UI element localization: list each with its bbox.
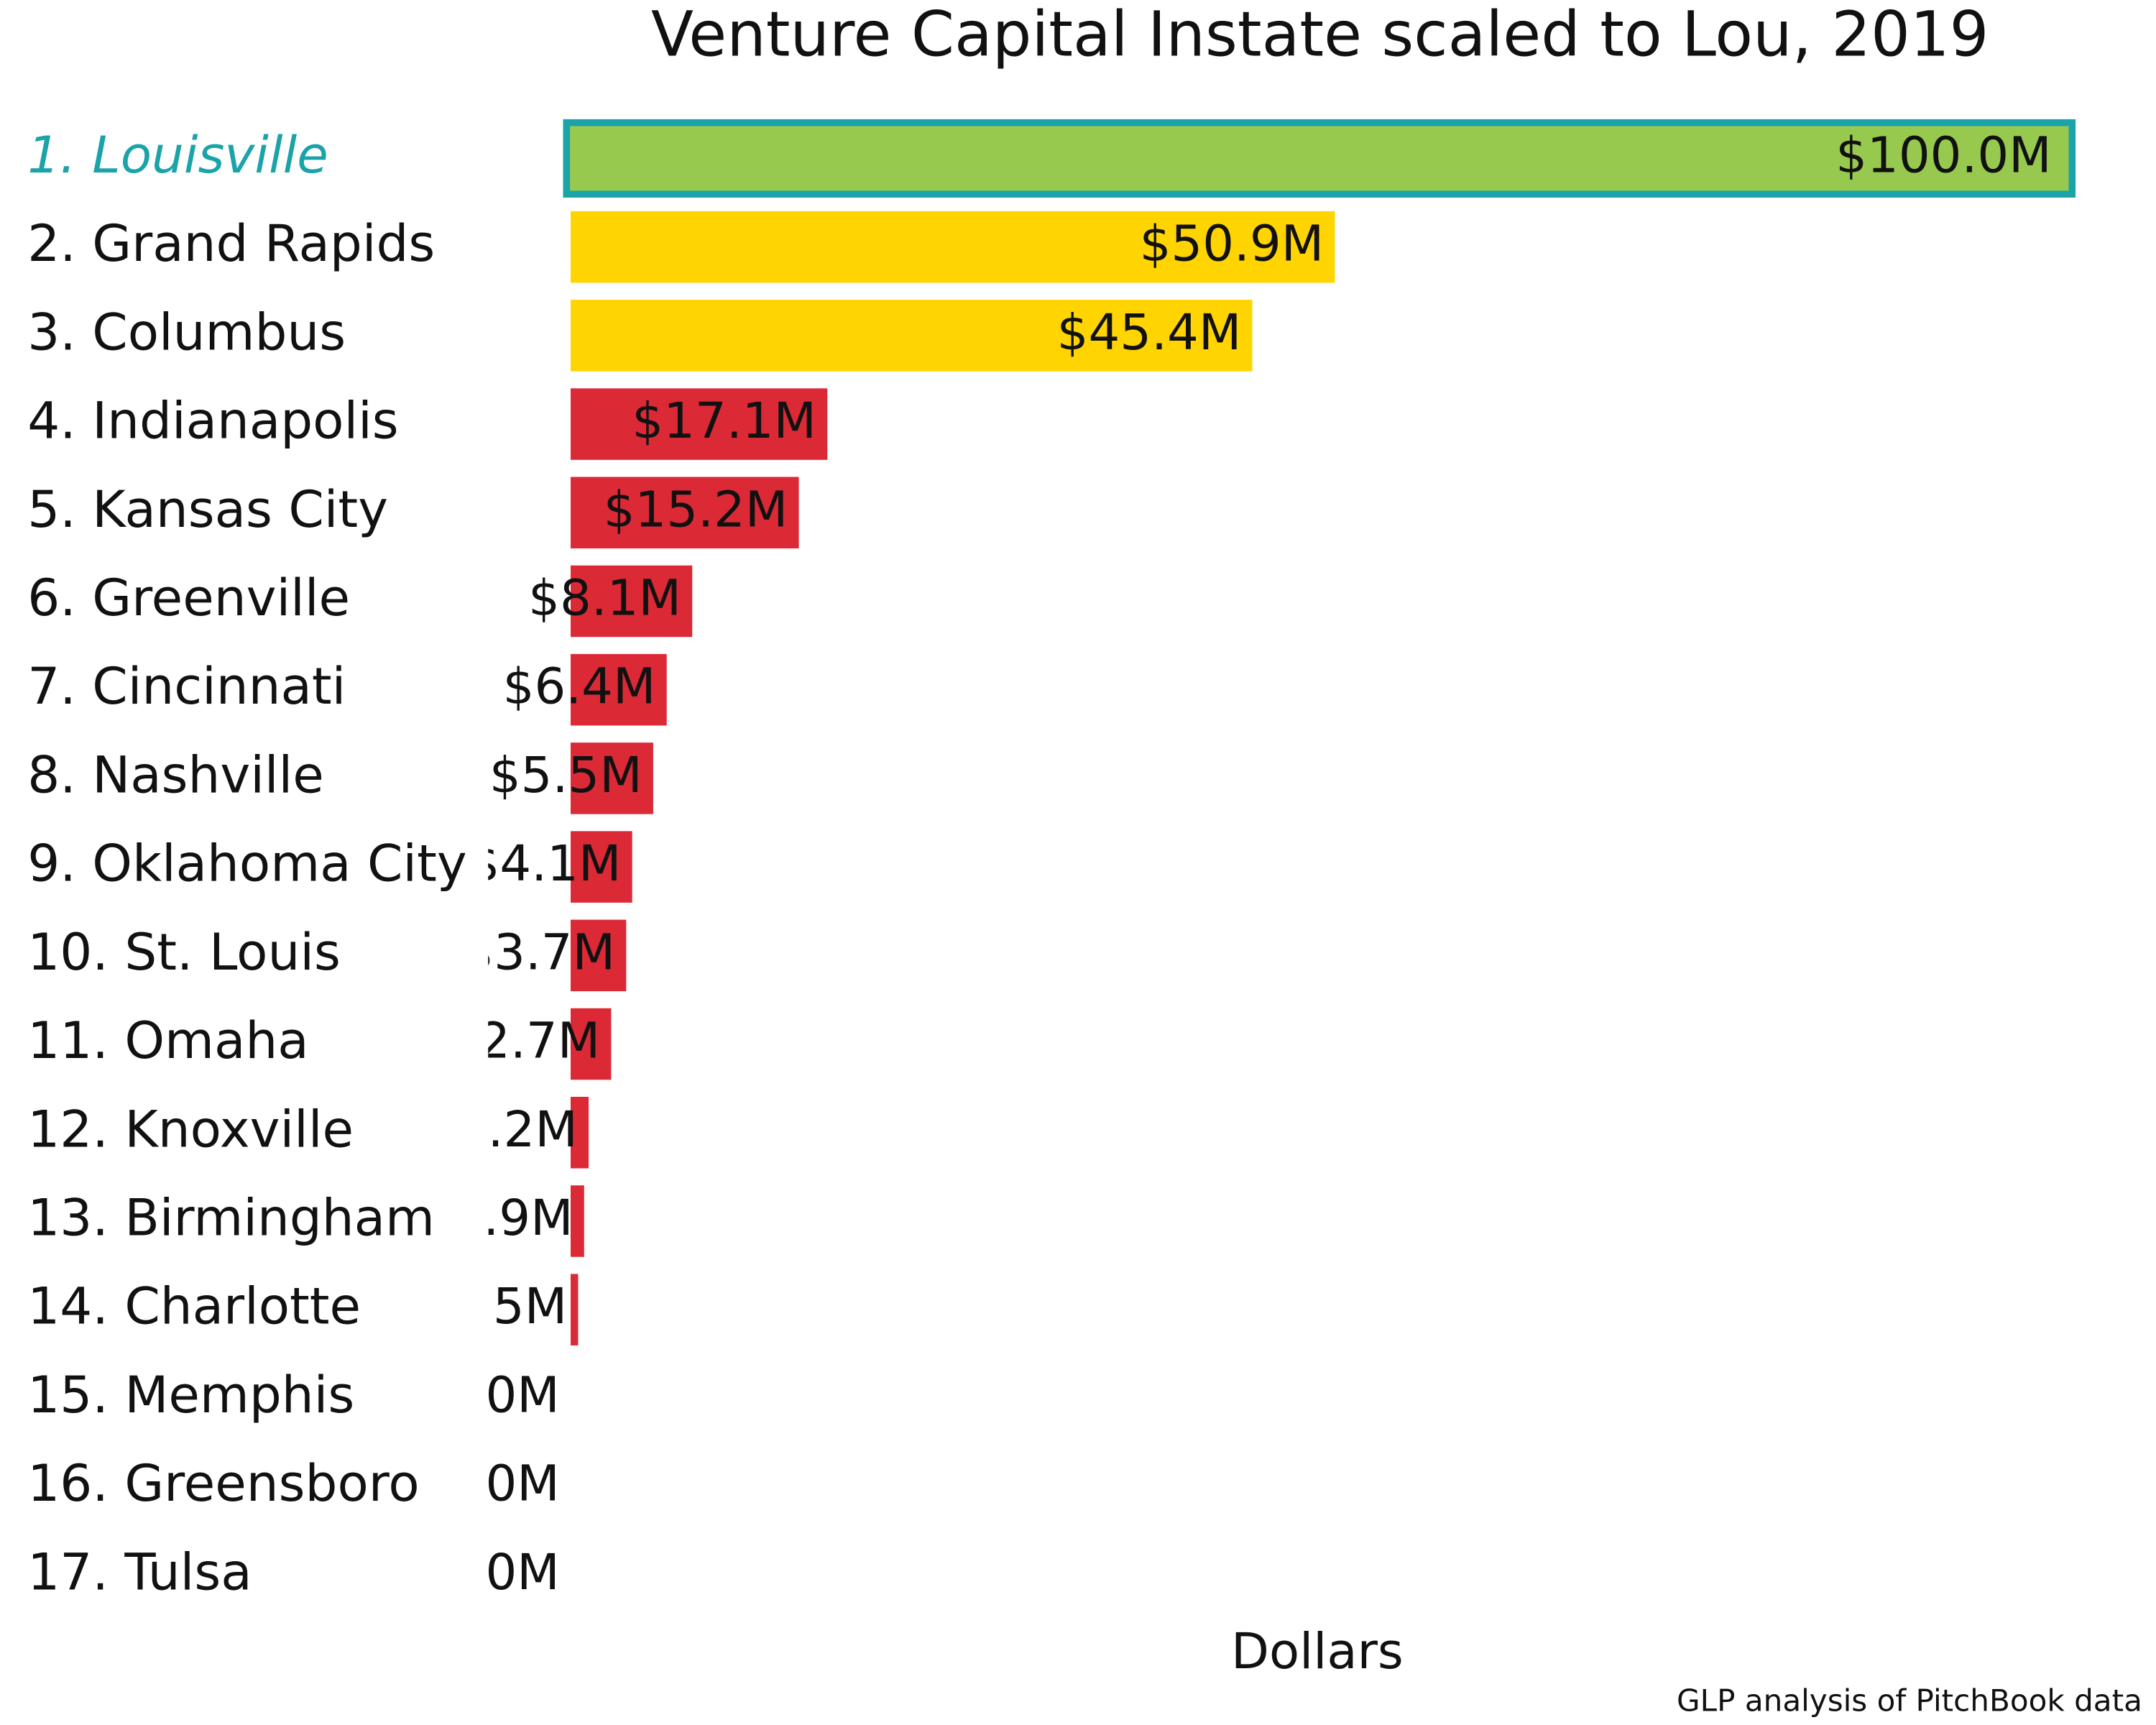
bar xyxy=(571,1185,584,1257)
value-label: $45.4M xyxy=(1057,304,1242,362)
category-label: 13. Birmingham xyxy=(27,1188,435,1248)
value-label: $0.0M xyxy=(407,1366,560,1424)
category-label: 8. Nashville xyxy=(27,745,324,804)
value-labels: $100.0M $50.9M $45.4M $17.1M $15.2M $8.1M $6.4… xyxy=(407,126,2051,1601)
category-label: 16. Greensboro xyxy=(27,1453,419,1513)
bar xyxy=(571,1274,579,1346)
bar xyxy=(571,831,632,903)
category-label: 5. Kansas City xyxy=(27,479,388,539)
value-label: $6.4M xyxy=(503,658,656,716)
category-label: 14. Charlotte xyxy=(27,1276,361,1336)
bar xyxy=(571,1008,612,1080)
category-label: 9. Oklahoma City xyxy=(27,834,466,893)
category-label: 1. Louisville xyxy=(27,125,328,185)
value-label: $15.2M xyxy=(604,481,788,538)
bar xyxy=(571,919,627,992)
value-label: $50.9M xyxy=(1140,216,1325,273)
value-label: $17.1M xyxy=(632,392,816,450)
source-note: GLP analysis of PitchBook data xyxy=(1677,1683,2142,1719)
category-label: 10. St. Louis xyxy=(27,922,341,982)
bar xyxy=(571,388,828,460)
value-label: $2.7M xyxy=(447,1013,600,1070)
value-label: $100.0M xyxy=(1835,126,2051,184)
bar xyxy=(571,565,693,638)
value-label: $4.1M xyxy=(469,835,622,893)
bars xyxy=(563,119,2076,1346)
value-label: $5.5M xyxy=(489,747,642,804)
chart-title: Venture Capital Instate scaled to Lou, 2… xyxy=(651,0,1989,70)
category-label: 15. Memphis xyxy=(27,1365,354,1425)
bar xyxy=(571,477,799,549)
value-label: $0.5M xyxy=(414,1278,567,1335)
value-label: $0.9M xyxy=(420,1190,573,1247)
bar xyxy=(571,1097,589,1169)
category-label: 17. Tulsa xyxy=(27,1542,252,1601)
bar xyxy=(571,211,1335,283)
category-label: 12. Knoxville xyxy=(27,1099,354,1159)
category-label: 6. Greenville xyxy=(27,568,350,627)
bar xyxy=(571,653,667,726)
value-label: $0.0M xyxy=(407,1455,560,1513)
category-label: 7. Cincinnati xyxy=(27,656,346,716)
value-label: $1.2M xyxy=(425,1101,578,1159)
x-axis-label: Dollars xyxy=(1231,1623,1404,1680)
category-label: 2. Grand Rapids xyxy=(27,213,435,273)
category-label: 4. Indianapolis xyxy=(27,391,398,451)
value-label: $8.1M xyxy=(528,570,681,627)
bar xyxy=(563,119,2076,198)
value-label: $3.7M xyxy=(462,924,615,981)
bar xyxy=(571,300,1253,372)
category-label: 3. Columbus xyxy=(27,302,346,362)
bar xyxy=(571,742,653,814)
category-label: 11. Omaha xyxy=(27,1011,308,1070)
value-label: $0.0M xyxy=(407,1544,560,1601)
